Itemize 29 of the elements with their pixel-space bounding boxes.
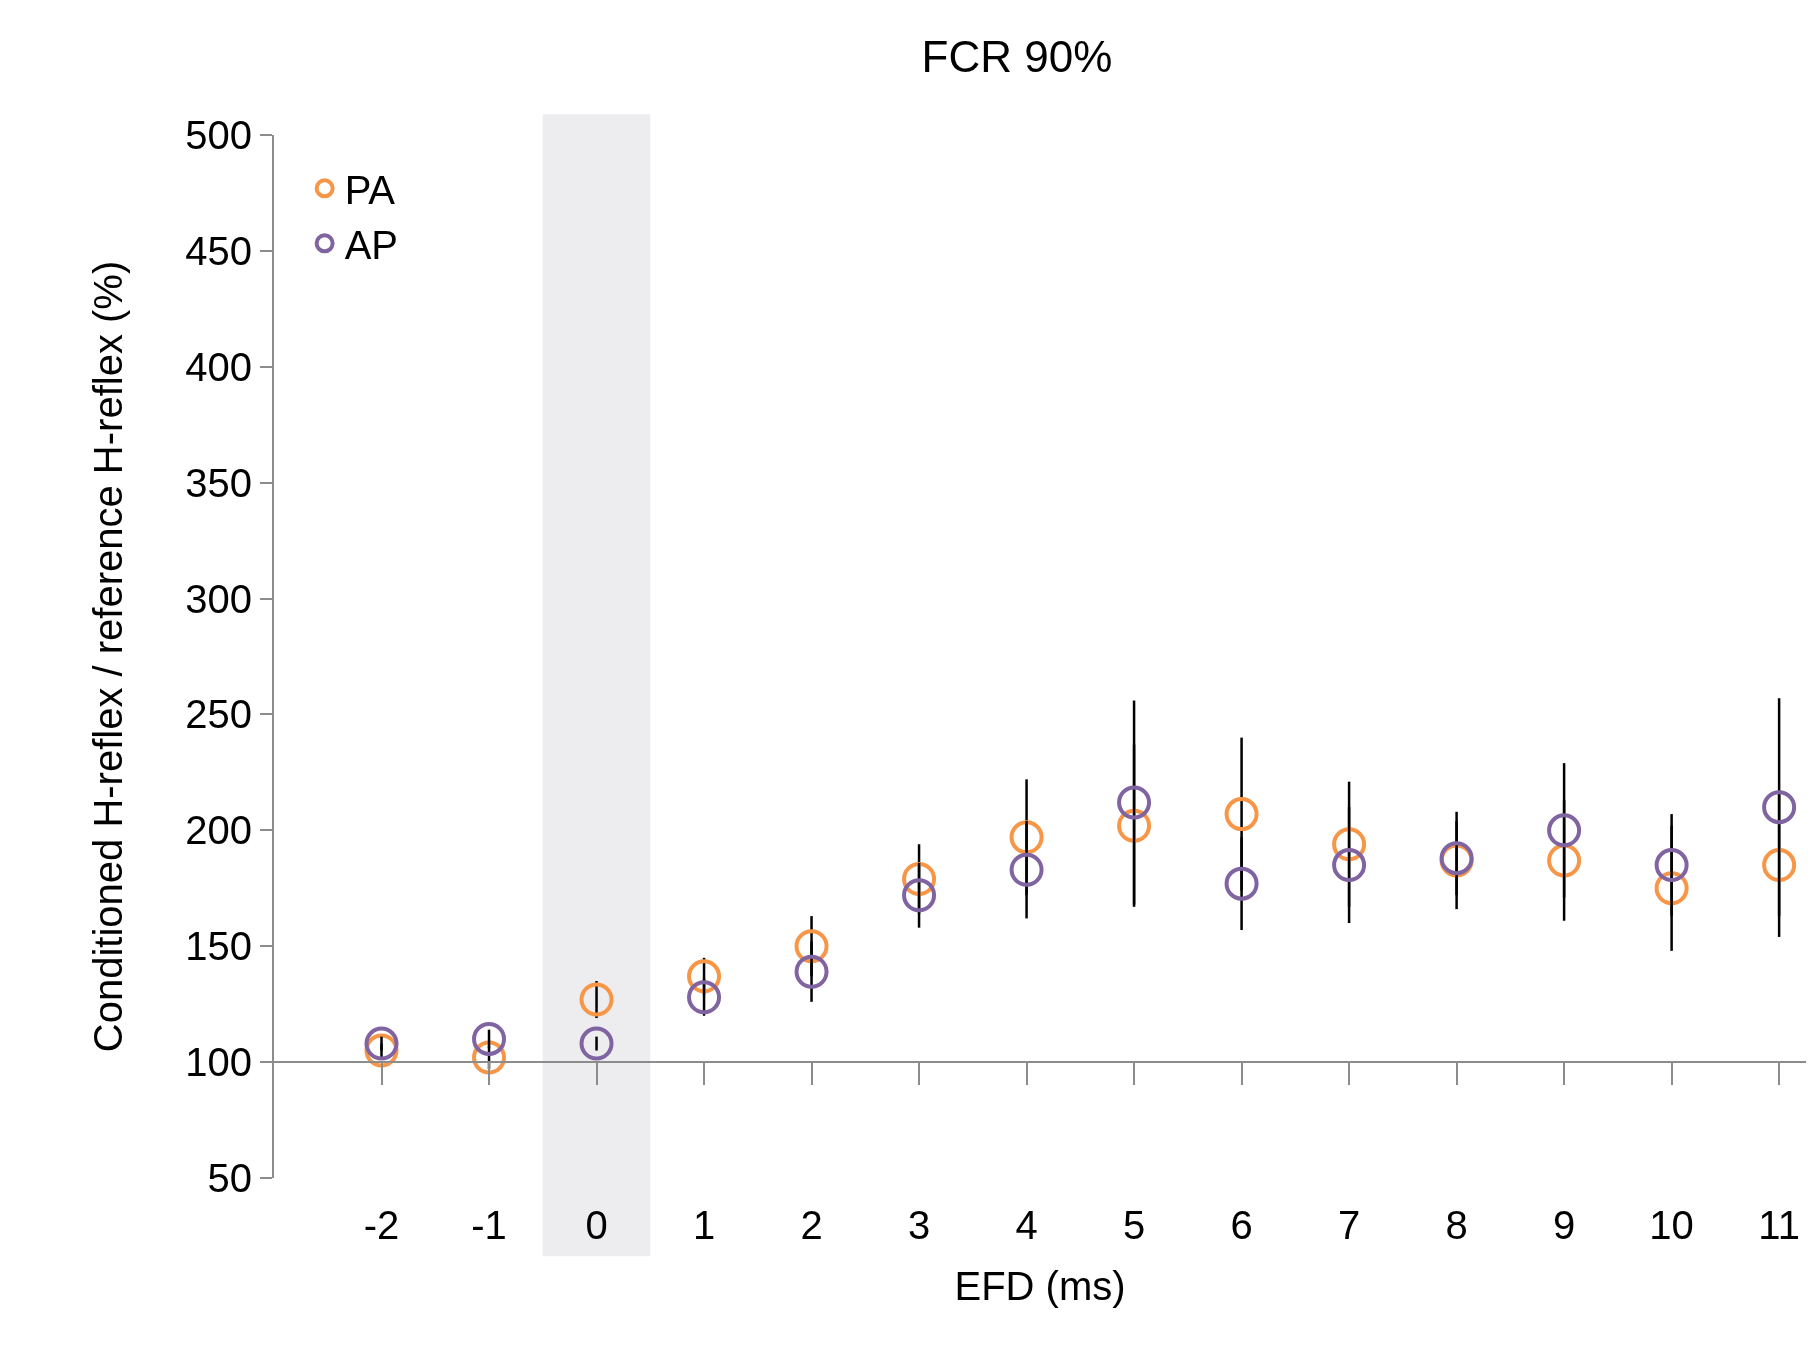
y-tick-label: 500 bbox=[185, 113, 252, 157]
x-tick-label: 5 bbox=[1122, 1203, 1146, 1247]
x-tick-label: 9 bbox=[1552, 1203, 1576, 1247]
y-axis-title: Conditioned H-reflex / reference H-reflex (%) bbox=[86, 260, 131, 1053]
y-tick-label: 350 bbox=[185, 460, 252, 505]
x-tick-label: 10 bbox=[1649, 1203, 1694, 1247]
x-tick-label: -1 bbox=[471, 1203, 507, 1247]
x-tick-label: 8 bbox=[1445, 1203, 1468, 1247]
y-tick-label: 400 bbox=[185, 344, 252, 389]
x-tick-label: 1 bbox=[692, 1203, 716, 1247]
y-tick-label: 100 bbox=[185, 1040, 252, 1085]
x-tick-label: 7 bbox=[1337, 1203, 1361, 1247]
y-tick-label: 150 bbox=[185, 924, 252, 969]
x-tick-label: 2 bbox=[800, 1203, 823, 1247]
x-tick-label: 3 bbox=[907, 1203, 931, 1247]
legend-label: PA bbox=[344, 167, 396, 212]
y-tick-label: 450 bbox=[185, 228, 252, 273]
y-tick-label: 300 bbox=[185, 576, 252, 621]
y-tick-label: 50 bbox=[207, 1156, 252, 1200]
y-tick-label: 200 bbox=[185, 808, 252, 853]
x-tick-label: 6 bbox=[1230, 1203, 1253, 1247]
legend-label: AP bbox=[344, 222, 398, 267]
x-axis-title: EFD (ms) bbox=[954, 1263, 1126, 1308]
x-tick-label: 4 bbox=[1015, 1203, 1038, 1247]
x-tick-label: 11 bbox=[1758, 1203, 1800, 1247]
chart-title: FCR 90% bbox=[921, 31, 1113, 81]
x-tick-label: -2 bbox=[363, 1203, 400, 1247]
y-tick-label: 250 bbox=[185, 692, 252, 737]
x-tick-label: 0 bbox=[585, 1203, 608, 1247]
